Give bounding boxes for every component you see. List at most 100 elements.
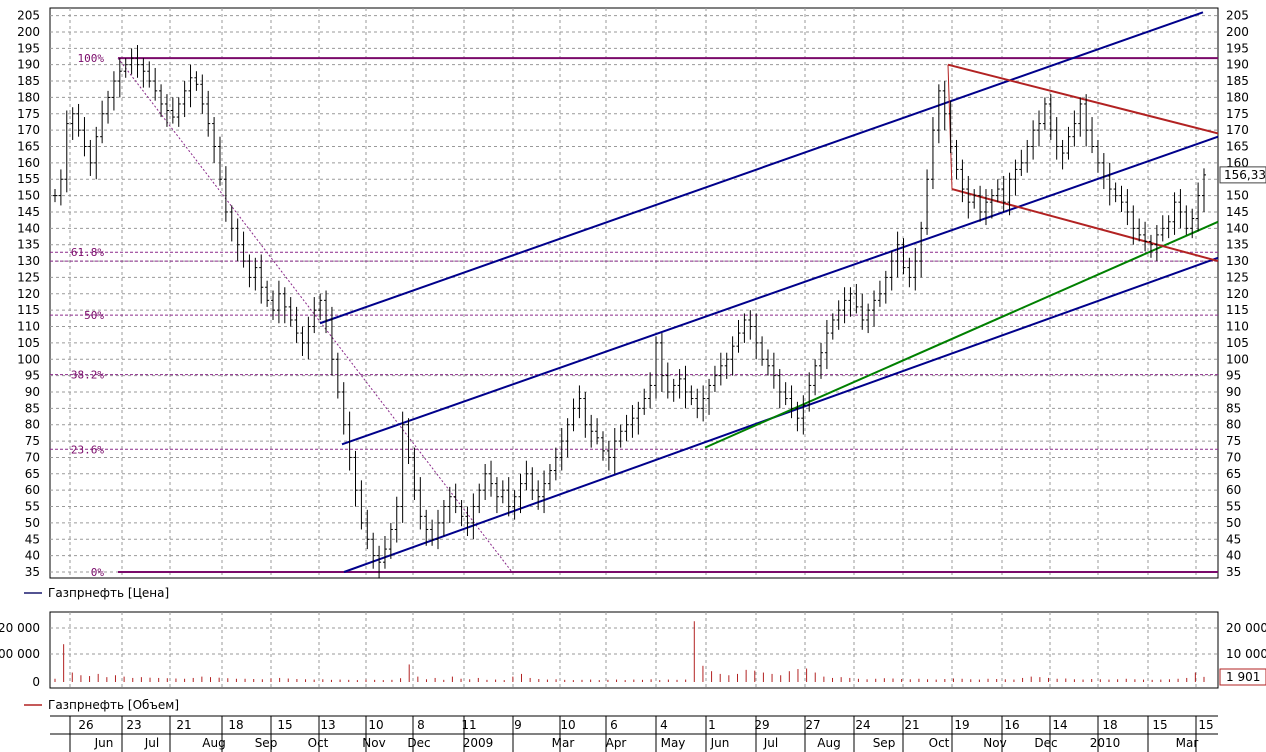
- price-tick-left: 80: [25, 418, 40, 432]
- date-axis: 26 23 21 18 15 13 10 8 11 9 10 6 4 1 29 27 24 21 19 16 14 18 1…: [50, 715, 1218, 752]
- date-month-label: Jun: [94, 736, 114, 750]
- price-tick-left: 180: [17, 90, 40, 104]
- price-tick-left: 160: [17, 156, 40, 170]
- date-day-label: 21: [176, 718, 191, 732]
- price-tick-right: 85: [1226, 401, 1241, 415]
- date-month-label: 2010: [1090, 736, 1121, 750]
- price-tick-right: 135: [1226, 238, 1249, 252]
- price-tick-left: 60: [25, 483, 40, 497]
- price-tick-left: 190: [17, 58, 40, 72]
- volume-tick-right: 10 000: [1226, 647, 1266, 661]
- date-day-label: 29: [754, 718, 769, 732]
- volume-tick-right: 20 000: [1226, 621, 1266, 635]
- price-tick-right: 145: [1226, 205, 1249, 219]
- price-tick-left: 70: [25, 450, 40, 464]
- volume-panel: 20 000 100 000 0 20 000 10 000 1 901: [0, 611, 1266, 689]
- date-day-label: 24: [855, 718, 870, 732]
- price-tick-left: 140: [17, 221, 40, 235]
- channel-middle-line: [341, 135, 1219, 446]
- triangle-connector-line: [947, 64, 953, 190]
- price-tick-right: 50: [1226, 516, 1241, 530]
- price-tick-right: 150: [1226, 189, 1249, 203]
- last-price-label: 156,33: [1224, 168, 1266, 182]
- date-day-label: 23: [126, 718, 141, 732]
- triangle-lower-line: [951, 188, 1219, 263]
- price-tick-right: 70: [1226, 450, 1241, 464]
- price-tick-right: 170: [1226, 123, 1249, 137]
- date-day-label: 27: [805, 718, 820, 732]
- date-day-label: 8: [417, 718, 425, 732]
- price-tick-right: 200: [1226, 25, 1249, 39]
- price-tick-left: 165: [17, 140, 40, 154]
- price-tick-right: 80: [1226, 418, 1241, 432]
- price-tick-left: 205: [17, 9, 40, 23]
- price-tick-left: 90: [25, 385, 40, 399]
- price-tick-left: 95: [25, 369, 40, 383]
- date-month-label: Oct: [929, 736, 950, 750]
- date-month-label: Jul: [763, 736, 778, 750]
- price-tick-right: 55: [1226, 500, 1241, 514]
- price-tick-left: 50: [25, 516, 40, 530]
- date-day-label: 15: [1198, 718, 1213, 732]
- price-tick-left: 135: [17, 238, 40, 252]
- price-tick-left: 75: [25, 434, 40, 448]
- date-month-label: Dec: [407, 736, 430, 750]
- price-tick-right: 190: [1226, 58, 1249, 72]
- date-day-label: 1: [708, 718, 716, 732]
- fib-label: 23.6%: [71, 443, 104, 456]
- date-month-label: Mar: [552, 736, 575, 750]
- date-day-label: 15: [1152, 718, 1167, 732]
- price-tick-left: 185: [17, 74, 40, 88]
- price-tick-right: 105: [1226, 336, 1249, 350]
- price-tick-right: 90: [1226, 385, 1241, 399]
- triangle-upper-line: [947, 63, 1219, 135]
- volume-tick-left: 20 000: [0, 621, 40, 635]
- price-tick-left: 85: [25, 401, 40, 415]
- date-month-label: Jun: [710, 736, 730, 750]
- price-tick-left: 65: [25, 467, 40, 481]
- price-tick-left: 145: [17, 205, 40, 219]
- channel-upper-line: [319, 11, 1204, 325]
- price-frame: [49, 7, 1219, 579]
- date-month-label: Jul: [144, 736, 159, 750]
- price-tick-left: 55: [25, 500, 40, 514]
- fib-label: 100%: [78, 52, 105, 65]
- volume-tick-left: 100 000: [0, 647, 40, 661]
- date-day-label: 4: [660, 718, 668, 732]
- price-tick-left: 200: [17, 25, 40, 39]
- date-month-label: Nov: [362, 736, 385, 750]
- price-tick-right: 185: [1226, 74, 1249, 88]
- date-day-label: 16: [1004, 718, 1019, 732]
- fibonacci-levels: 100% 61.8% 50% 38.2% 23.6% 0%: [50, 52, 1218, 579]
- date-day-label: 6: [610, 718, 618, 732]
- price-tick-left: 155: [17, 172, 40, 186]
- price-tick-left: 40: [25, 549, 40, 563]
- price-bars: [53, 45, 1206, 579]
- price-tick-right: 205: [1226, 9, 1249, 23]
- price-tick-right: 95: [1226, 369, 1241, 383]
- price-tick-right: 195: [1226, 41, 1249, 55]
- date-month-label: Sep: [255, 736, 278, 750]
- price-tick-right: 40: [1226, 549, 1241, 563]
- price-tick-left: 150: [17, 189, 40, 203]
- date-month-label: Apr: [606, 736, 627, 750]
- price-tick-left: 115: [17, 303, 40, 317]
- last-volume-label: 1 901: [1226, 670, 1260, 684]
- date-month-label: 2009: [463, 736, 494, 750]
- date-day-label: 19: [954, 718, 969, 732]
- fib-label: 38.2%: [71, 369, 104, 382]
- date-day-label: 9: [514, 718, 522, 732]
- price-tick-right: 180: [1226, 90, 1249, 104]
- price-tick-right: 120: [1226, 287, 1249, 301]
- price-tick-left: 170: [17, 123, 40, 137]
- price-tick-right: 75: [1226, 434, 1241, 448]
- price-grid: [49, 7, 1219, 579]
- price-tick-right: 100: [1226, 352, 1249, 366]
- trend-lines: [117, 11, 1219, 573]
- price-tick-right: 140: [1226, 221, 1249, 235]
- date-month-label: Aug: [817, 736, 840, 750]
- date-day-label: 13: [320, 718, 335, 732]
- last-price-box: [1219, 166, 1266, 184]
- date-day-label: 18: [228, 718, 243, 732]
